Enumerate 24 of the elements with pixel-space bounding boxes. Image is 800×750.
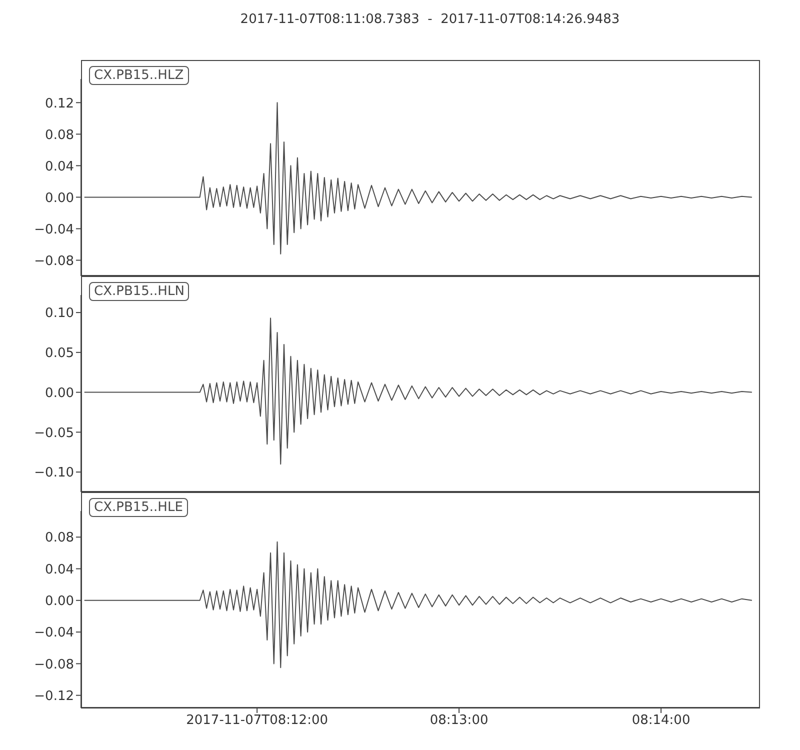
y-tick-label: −0.04 [34,222,74,238]
y-tick-label: 0.00 [45,594,74,610]
y-tick-label: −0.04 [34,626,74,641]
y-tick-label: −0.08 [34,657,74,672]
y-tick-label: 0.00 [45,190,74,206]
y-tick-label: 0.04 [45,562,74,578]
y-tick-label: 0.12 [45,96,74,112]
y-tick-label: −0.10 [34,466,74,481]
x-tick-label: 2017-11-07T08:12:00 [186,713,328,728]
y-tick-label: 0.08 [45,128,74,143]
y-tick-label: −0.05 [34,426,74,441]
chart-title: 2017-11-07T08:11:08.7383 - 2017-11-07T08:14:26.9483 [240,12,620,27]
y-tick-label: 0.00 [45,386,74,401]
y-tick-label: −0.08 [34,254,74,269]
y-tick-label: 0.04 [45,159,74,174]
text: CX.PB15..HLE [89,498,188,517]
y-tick-label: 0.08 [45,530,74,546]
text: CX.PB15..HLN [89,282,190,301]
y-tick-label: 0.10 [45,306,74,322]
y-tick-label: −0.12 [34,688,74,704]
y-tick-label: 0.05 [45,346,74,362]
text: CX.PB15..HLZ [89,66,189,85]
x-tick-label: 08:13:00 [430,713,488,728]
x-tick-label: 08:14:00 [632,713,690,728]
